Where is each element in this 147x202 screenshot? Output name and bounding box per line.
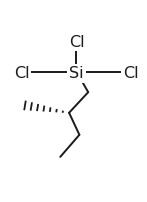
- Text: Cl: Cl: [69, 35, 84, 50]
- Text: Si: Si: [69, 66, 84, 81]
- Text: Cl: Cl: [123, 66, 139, 81]
- Text: Cl: Cl: [14, 66, 30, 81]
